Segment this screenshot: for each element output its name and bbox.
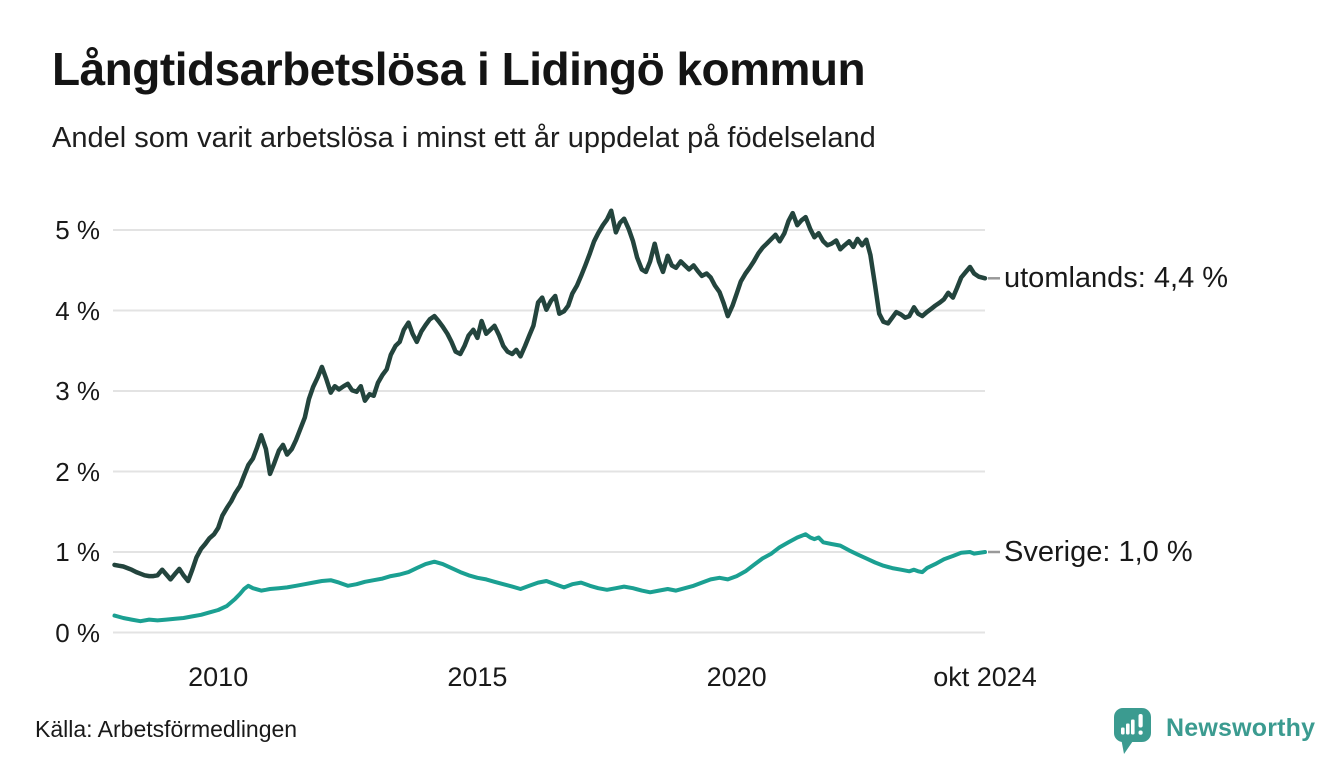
newsworthy-brand: Newsworthy xyxy=(1114,706,1315,758)
y-axis-tick-label: 1 % xyxy=(55,537,100,567)
series-end-label-sverige: Sverige: 1,0 % xyxy=(1004,536,1193,568)
chart-title: Långtidsarbetslösa i Lidingö kommun xyxy=(52,43,866,95)
x-axis-tick-label: okt 2024 xyxy=(933,662,1037,692)
y-axis-tick-label: 3 % xyxy=(55,376,100,406)
y-axis-tick-label: 5 % xyxy=(55,215,100,245)
x-axis-tick-label: 2010 xyxy=(188,662,249,692)
newsworthy-logo-icon xyxy=(1114,708,1151,754)
newsworthy-wordmark: Newsworthy xyxy=(1166,714,1316,742)
y-axis-tick-label: 4 % xyxy=(55,295,100,326)
series-line-utomlands xyxy=(112,208,988,584)
x-axis-tick-label: 2015 xyxy=(447,662,508,692)
series-line-Sverige xyxy=(112,532,987,624)
y-axis-tick-label: 2 % xyxy=(55,456,100,487)
x-axis-tick-label: 2020 xyxy=(706,662,767,692)
source-note: Källa: Arbetsförmedlingen xyxy=(35,716,298,742)
y-axis-tick-label: 0 % xyxy=(55,617,100,648)
chart-subtitle: Andel som varit arbetslösa i minst ett å… xyxy=(52,122,876,154)
series-end-label-utomlands: utomlands: 4,4 % xyxy=(1004,262,1229,295)
